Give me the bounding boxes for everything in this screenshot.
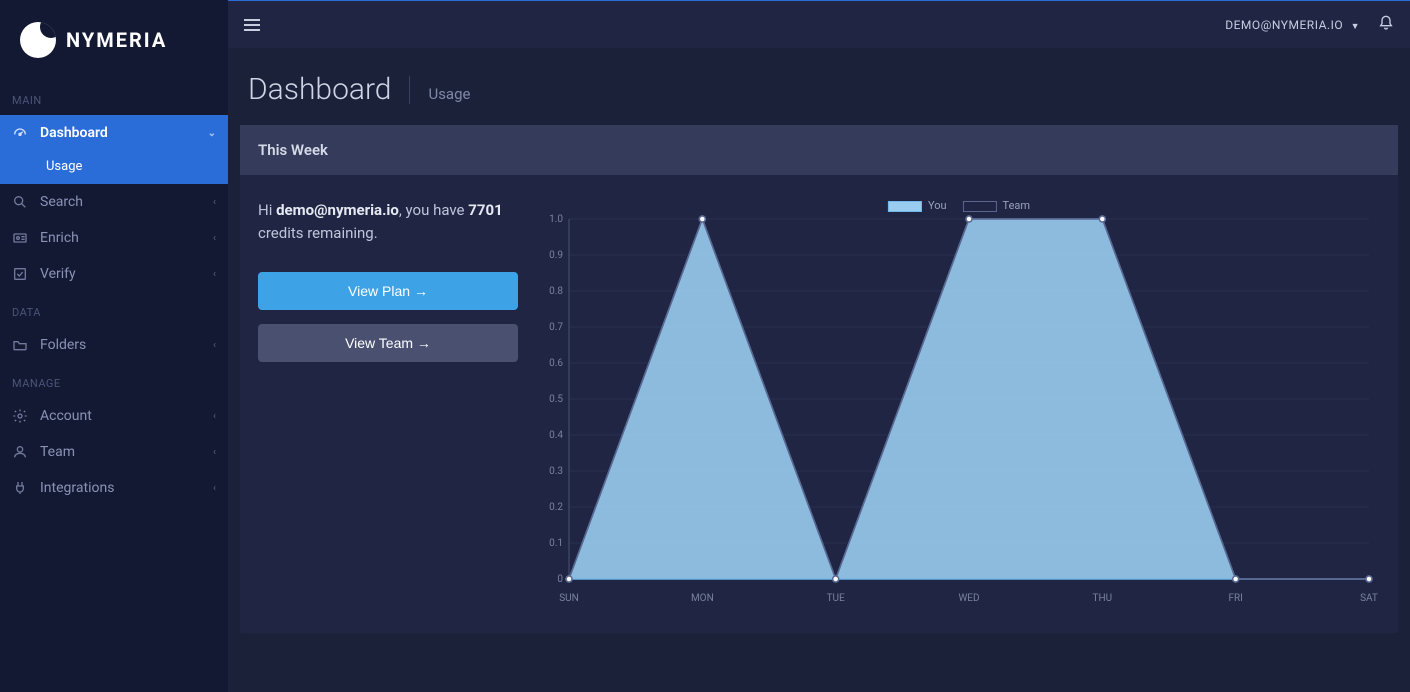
usage-chart: You Team 0 0.1 0.2 0.3 0.4 0.5 0.6 0.7 0.8 0.9 1.0… [538,199,1380,609]
menu-toggle-button[interactable] [244,19,260,31]
user-icon [12,444,28,460]
chevron-left-icon: ‹ [213,197,216,208]
svg-text:0: 0 [557,574,563,585]
card-title: This Week [240,125,1398,175]
main-content: DEMO@NYMERIA.IO ▼ Dashboard Usage This W… [228,0,1410,692]
legend-item-you[interactable]: You [888,199,947,212]
svg-text:0.3: 0.3 [549,466,563,477]
legend-swatch-team [963,201,997,212]
sidebar-item-account[interactable]: Account ‹ [0,398,228,434]
id-card-icon [12,230,28,246]
sidebar-item-label: Enrich [40,230,79,246]
view-plan-button[interactable]: View Plan → [258,272,518,310]
legend-swatch-you [888,201,922,212]
chevron-down-icon: ⌄ [208,128,216,139]
svg-text:SUN: SUN [559,593,579,604]
chevron-left-icon: ‹ [213,483,216,494]
svg-text:TUE: TUE [827,593,845,604]
chevron-left-icon: ‹ [213,340,216,351]
chevron-left-icon: ‹ [213,269,216,280]
svg-text:0.8: 0.8 [549,286,563,297]
sidebar-item-dashboard[interactable]: Dashboard ⌄ [0,115,228,151]
brand-logo-text: NYMERIA [66,28,167,52]
sidebar-item-label: Folders [40,337,86,353]
svg-text:1.0: 1.0 [549,214,563,225]
sidebar-item-label: Verify [40,266,76,282]
svg-text:SAT: SAT [1360,593,1378,604]
sidebar-item-label: Account [40,408,92,424]
chevron-left-icon: ‹ [213,447,216,458]
sidebar-item-team[interactable]: Team ‹ [0,434,228,470]
sidebar-item-folders[interactable]: Folders ‹ [0,327,228,363]
svg-text:0.6: 0.6 [549,358,563,369]
gear-icon [12,408,28,424]
sidebar-subitem-label: Usage [46,159,82,174]
chart-legend: You Team [888,199,1030,212]
breadcrumb: Usage [428,85,470,103]
sidebar-item-label: Integrations [40,480,114,496]
chevron-left-icon: ‹ [213,411,216,422]
chevron-left-icon: ‹ [213,233,216,244]
nav-section-data: DATA [0,292,228,327]
legend-label-you: You [928,199,947,212]
greeting-mid: , you have [399,201,468,219]
card-left-column: Hi demo@nymeria.io, you have 7701 credit… [258,199,518,609]
svg-text:0.9: 0.9 [549,250,563,261]
check-square-icon [12,266,28,282]
sidebar-item-label: Dashboard [40,125,108,141]
nav-section-manage: MANAGE [0,363,228,398]
user-email-label: DEMO@NYMERIA.IO [1225,18,1343,32]
svg-text:FRI: FRI [1228,593,1242,604]
sidebar-item-integrations[interactable]: Integrations ‹ [0,470,228,506]
plug-icon [12,480,28,496]
notifications-button[interactable] [1378,15,1394,35]
svg-text:0.5: 0.5 [549,394,563,405]
nav-section-main: MAIN [0,80,228,115]
page-header: Dashboard Usage [228,48,1410,125]
gauge-icon [12,125,28,141]
user-menu[interactable]: DEMO@NYMERIA.IO ▼ [1225,18,1360,32]
sidebar-item-search[interactable]: Search ‹ [0,184,228,220]
sidebar: NYMERIA MAIN Dashboard ⌄ Usage Search ‹ … [0,0,228,692]
svg-text:MON: MON [691,593,714,604]
chart-svg: 0 0.1 0.2 0.3 0.4 0.5 0.6 0.7 0.8 0.9 1.0 SUN MON TUE… [538,199,1380,609]
legend-item-team[interactable]: Team [963,199,1031,212]
greeting-text: Hi demo@nymeria.io, you have 7701 credit… [258,199,518,244]
divider [409,76,410,104]
svg-text:0.1: 0.1 [549,538,563,549]
view-team-button[interactable]: View Team → [258,324,518,362]
greeting-suffix: credits remaining. [258,224,378,242]
folder-icon [12,337,28,353]
svg-text:THU: THU [1093,593,1113,604]
svg-text:0.4: 0.4 [549,430,563,441]
page-title: Dashboard [248,72,391,107]
brand-logo[interactable]: NYMERIA [0,0,228,80]
brand-logo-mark [20,22,56,58]
sidebar-subitem-usage[interactable]: Usage [0,151,228,184]
search-icon [12,194,28,210]
svg-text:WED: WED [958,593,979,604]
sidebar-item-label: Team [40,444,75,460]
svg-text:0.7: 0.7 [549,322,563,333]
usage-card: This Week Hi demo@nymeria.io, you have 7… [240,125,1398,633]
sidebar-item-enrich[interactable]: Enrich ‹ [0,220,228,256]
credits-value: 7701 [468,201,502,219]
legend-label-team: Team [1003,199,1031,212]
svg-text:0.2: 0.2 [549,502,563,513]
topbar: DEMO@NYMERIA.IO ▼ [228,0,1410,48]
greeting-prefix: Hi [258,201,276,219]
greeting-email: demo@nymeria.io [276,201,399,219]
sidebar-item-verify[interactable]: Verify ‹ [0,256,228,292]
sidebar-item-label: Search [40,194,83,210]
caret-down-icon: ▼ [1351,22,1360,32]
